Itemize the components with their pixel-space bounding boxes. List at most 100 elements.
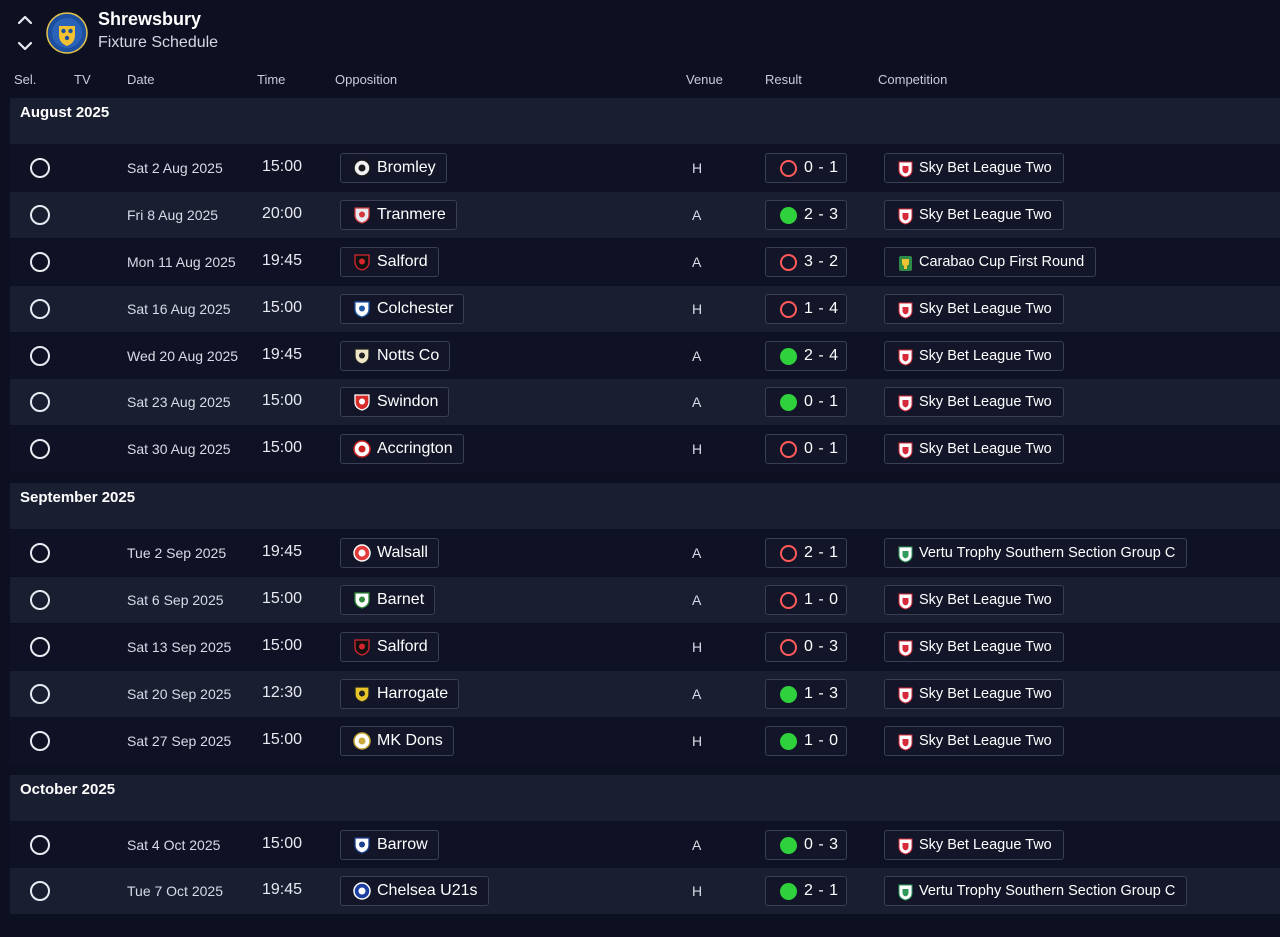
club-name[interactable]: Shrewsbury — [98, 9, 202, 29]
competition-button[interactable]: Vertu Trophy Southern Section Group C — [884, 876, 1188, 907]
result-button[interactable]: 1 - 0 — [765, 585, 847, 615]
result-button[interactable]: 0 - 3 — [765, 631, 847, 662]
opposition-button[interactable]: Chelsea U21s — [340, 876, 489, 907]
league-two-badge-icon — [898, 301, 913, 319]
opposition-button[interactable]: Barnet — [340, 585, 436, 615]
loss-indicator-icon — [780, 638, 797, 656]
chevron-up-icon[interactable] — [14, 10, 36, 30]
league-two-badge-icon — [898, 837, 913, 855]
column-header-result[interactable]: Result — [765, 72, 802, 87]
opposition-button[interactable]: Accrington — [340, 434, 464, 465]
result-button[interactable]: 1 - 4 — [765, 293, 847, 324]
opposition-button[interactable]: Walsall — [340, 538, 439, 569]
fixture-row[interactable]: Sat 30 Aug 2025 15:00 Accrington H 0 - 1 Sky … — [10, 426, 1280, 473]
competition-button[interactable]: Sky Bet League Two — [884, 152, 1064, 183]
select-radio[interactable] — [30, 730, 50, 751]
result-button[interactable]: 2 - 1 — [765, 876, 847, 907]
column-header-competition[interactable]: Competition — [878, 72, 948, 87]
result-button[interactable]: 0 - 1 — [765, 387, 847, 418]
opposition-button[interactable]: Barrow — [340, 829, 439, 860]
competition-button[interactable]: Sky Bet League Two — [884, 434, 1064, 465]
select-radio[interactable] — [30, 298, 50, 319]
select-radio[interactable] — [30, 392, 50, 413]
competition-button[interactable]: Sky Bet League Two — [884, 387, 1064, 418]
result-score: 2 - 1 — [804, 544, 839, 562]
competition-button[interactable]: Sky Bet League Two — [884, 678, 1064, 709]
competition-button[interactable]: Sky Bet League Two — [884, 199, 1064, 230]
fixture-row[interactable]: Sat 27 Sep 2025 15:00 MK Dons H 1 - 0 Sky Bet… — [10, 717, 1280, 764]
result-score: 1 - 3 — [804, 684, 839, 702]
opposition-button[interactable]: Swindon — [340, 387, 450, 418]
fixture-time: 15:00 — [262, 439, 303, 457]
column-header-venue[interactable]: Venue — [686, 72, 723, 87]
select-radio[interactable] — [30, 834, 50, 855]
select-radio[interactable] — [30, 683, 50, 704]
column-header-date[interactable]: Date — [127, 72, 155, 87]
page-header: Shrewsbury Fixture Schedule — [0, 0, 1280, 64]
result-button[interactable]: 1 - 0 — [765, 725, 847, 756]
fixture-row[interactable]: Sat 6 Sep 2025 15:00 Barnet A 1 - 0 Sky Bet L… — [10, 577, 1280, 623]
chevron-down-icon[interactable] — [14, 36, 36, 56]
fixture-row[interactable]: Sat 13 Sep 2025 15:00 Salford H 0 - 3 Sky Bet… — [10, 623, 1280, 670]
competition-button[interactable]: Sky Bet League Two — [884, 829, 1064, 860]
column-header-sel[interactable]: Sel. — [14, 72, 37, 87]
fixture-time: 19:45 — [262, 251, 303, 269]
column-header-tv[interactable]: TV — [74, 72, 91, 87]
competition-name: Sky Bet League Two — [919, 592, 1052, 608]
result-button[interactable]: 2 - 4 — [765, 340, 847, 371]
month-title: September 2025 — [20, 489, 136, 507]
fixture-row[interactable]: Sat 23 Aug 2025 15:00 Swindon A 0 - 1 Sky Bet… — [10, 379, 1280, 426]
select-radio[interactable] — [30, 543, 50, 564]
result-button[interactable]: 3 - 2 — [765, 246, 847, 277]
opposition-button[interactable]: MK Dons — [340, 725, 454, 756]
win-indicator-icon — [780, 206, 797, 224]
fixture-row[interactable]: Sat 4 Oct 2025 15:00 Barrow A 0 - 3 Sky Bet L… — [10, 821, 1280, 868]
competition-button[interactable]: Vertu Trophy Southern Section Group C — [884, 538, 1188, 569]
result-button[interactable]: 0 - 1 — [765, 434, 847, 465]
competition-button[interactable]: Sky Bet League Two — [884, 725, 1064, 756]
select-radio[interactable] — [30, 881, 50, 902]
club-crest-icon[interactable] — [46, 12, 88, 54]
competition-button[interactable]: Sky Bet League Two — [884, 340, 1064, 371]
loss-indicator-icon — [780, 253, 797, 271]
league-two-badge-icon — [898, 733, 913, 751]
competition-button[interactable]: Sky Bet League Two — [884, 293, 1064, 324]
competition-name: Carabao Cup First Round — [919, 253, 1085, 270]
fixture-row[interactable]: Wed 20 Aug 2025 19:45 Notts Co A 2 - 4 Sky Be… — [10, 332, 1280, 379]
column-header-time[interactable]: Time — [257, 72, 286, 87]
result-button[interactable]: 1 - 3 — [765, 678, 847, 709]
opposition-button[interactable]: Salford — [340, 631, 439, 662]
opposition-button[interactable]: Tranmere — [340, 199, 457, 230]
opposition-name: Bromley — [377, 158, 436, 176]
select-radio[interactable] — [30, 204, 50, 225]
select-radio[interactable] — [30, 251, 50, 272]
fixture-row[interactable]: Sat 16 Aug 2025 15:00 Colchester H 1 - 4 Sky … — [10, 285, 1280, 332]
opposition-button[interactable]: Salford — [340, 246, 439, 277]
select-radio[interactable] — [30, 345, 50, 366]
column-header-opposition[interactable]: Opposition — [335, 72, 398, 87]
fixture-row[interactable]: Mon 11 Aug 2025 19:45 Salford A 3 - 2 Carabao… — [10, 238, 1280, 285]
fixture-row[interactable]: Tue 2 Sep 2025 19:45 Walsall A 2 - 1 Vertu Tr… — [10, 530, 1280, 577]
competition-button[interactable]: Sky Bet League Two — [884, 631, 1064, 662]
opposition-button[interactable]: Notts Co — [340, 340, 451, 371]
result-button[interactable]: 2 - 3 — [765, 199, 847, 230]
opposition-button[interactable]: Colchester — [340, 293, 465, 324]
result-button[interactable]: 0 - 3 — [765, 829, 847, 860]
result-button[interactable]: 2 - 1 — [765, 538, 847, 569]
result-score: 1 - 0 — [804, 731, 839, 749]
fixture-row[interactable]: Sat 2 Aug 2025 15:00 Bromley H 0 - 1 Sky Bet … — [10, 144, 1280, 191]
fixture-date: Sat 4 Oct 2025 — [127, 836, 221, 853]
opposition-button[interactable]: Bromley — [340, 152, 447, 183]
result-button[interactable]: 0 - 1 — [765, 152, 847, 183]
select-radio[interactable] — [30, 157, 50, 178]
opposition-button[interactable]: Harrogate — [340, 678, 460, 709]
competition-button[interactable]: Sky Bet League Two — [884, 585, 1064, 615]
select-radio[interactable] — [30, 439, 50, 460]
competition-button[interactable]: Carabao Cup First Round — [884, 246, 1097, 277]
fixture-row[interactable]: Tue 7 Oct 2025 19:45 Chelsea U21s H 2 - 1 Ver… — [10, 868, 1280, 915]
select-radio[interactable] — [30, 590, 50, 610]
select-radio[interactable] — [30, 636, 50, 657]
barnet-badge-icon — [353, 591, 371, 609]
fixture-row[interactable]: Sat 20 Sep 2025 12:30 Harrogate A 1 - 3 Sky B… — [10, 670, 1280, 717]
fixture-row[interactable]: Fri 8 Aug 2025 20:00 Tranmere A 2 - 3 Sky Bet… — [10, 191, 1280, 238]
